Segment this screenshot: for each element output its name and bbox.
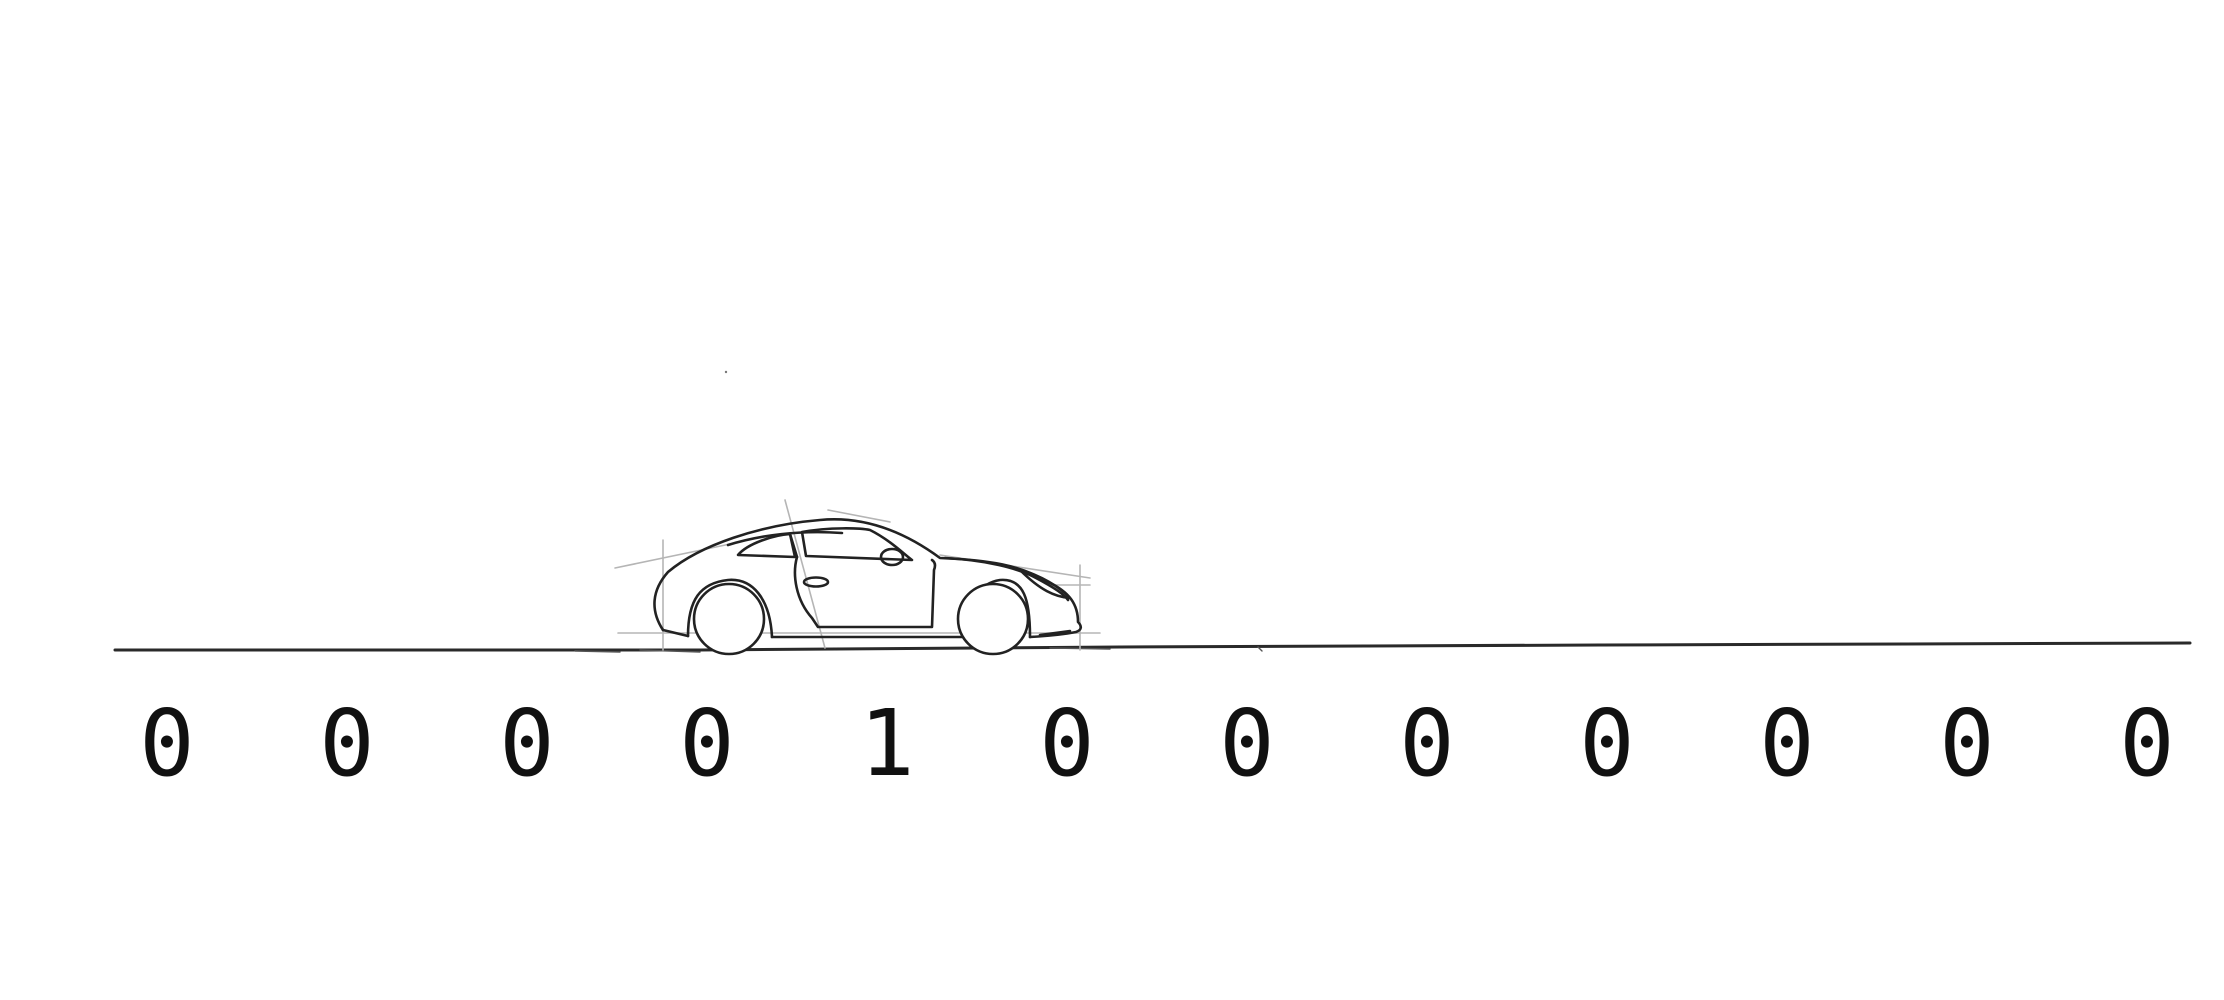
bit-digit-8: 0: [1579, 690, 1634, 797]
bit-digit-1: 0: [319, 690, 374, 797]
bit-digit-10: 0: [1939, 690, 1994, 797]
pencil-speck: [724, 370, 728, 374]
bit-digit-6: 0: [1219, 690, 1274, 797]
bit-digit-11: 0: [2119, 690, 2174, 797]
car-body: [653, 518, 1083, 639]
bit-digit-0: 0: [139, 690, 194, 797]
bit-digit-3: 0: [679, 690, 734, 797]
bit-digit-7: 0: [1399, 690, 1454, 797]
road-line: [113, 641, 2192, 652]
road-line-texture: [574, 646, 1263, 653]
bit-digits-row: 0 0 0 0 1 0 0 0 0 0 0 0: [139, 690, 2174, 797]
bit-digit-4: 1: [859, 690, 914, 797]
rear-wheel: [692, 582, 766, 656]
car-wheels: [692, 582, 1030, 656]
sports-car-sketch-icon: [614, 499, 1101, 656]
bit-digit-2: 0: [499, 690, 554, 797]
bit-digit-5: 0: [1039, 690, 1094, 797]
front-wheel: [956, 582, 1030, 656]
bit-digit-9: 0: [1759, 690, 1814, 797]
